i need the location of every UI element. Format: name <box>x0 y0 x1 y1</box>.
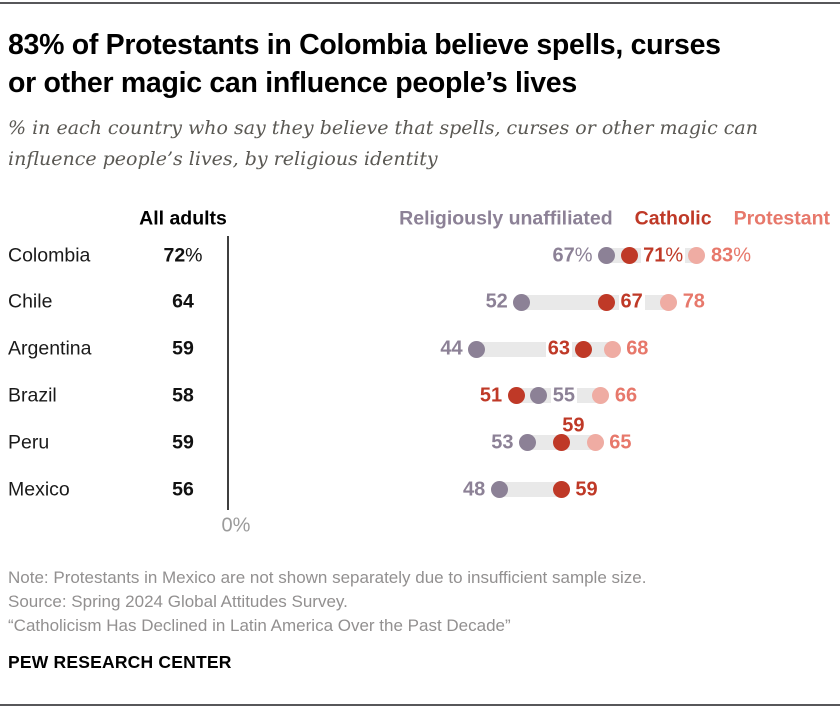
point-label-unaffiliated: 44 <box>438 337 465 360</box>
report-title-text: “Catholicism Has Declined in Latin Ameri… <box>8 616 511 635</box>
source-text: Source: Spring 2024 Global Attitudes Sur… <box>8 592 348 611</box>
dot-catholic <box>507 387 525 405</box>
dot-catholic <box>598 293 616 311</box>
country-label: Brazil <box>8 384 57 407</box>
note-text: Note: Protestants in Mexico are not show… <box>8 568 647 587</box>
dot-catholic <box>620 247 638 264</box>
connector-band <box>468 341 621 357</box>
dot-catholic <box>575 340 593 358</box>
bottom-border <box>0 704 840 706</box>
country-label: Argentina <box>8 337 92 360</box>
point-label-unaffiliated: 67% <box>550 244 595 266</box>
country-label: Peru <box>8 431 50 454</box>
connector-band <box>513 294 678 310</box>
dot-protestant <box>586 434 604 452</box>
all-adults-value: 58 <box>172 384 194 407</box>
all-adults-column-header: All adults <box>139 207 227 230</box>
connector-band <box>490 482 570 497</box>
all-adults-value: 64 <box>172 290 194 313</box>
page-title: 83% of Protestants in Colombia believe s… <box>8 26 836 102</box>
dot-catholic <box>552 481 570 498</box>
country-label: Mexico <box>8 478 70 500</box>
point-label-unaffiliated: 55 <box>550 384 577 407</box>
all-adults-value: 59 <box>172 337 194 360</box>
axis-zero-label: 0% <box>221 514 251 537</box>
dot-protestant <box>688 247 706 264</box>
subtitle-line-2: influence people’s lives, by religious i… <box>8 148 438 170</box>
point-label-catholic: 51 <box>477 384 505 407</box>
dot-protestant <box>592 387 610 405</box>
dot-unaffiliated <box>518 434 536 452</box>
dot-catholic <box>552 434 570 452</box>
chart-subtitle: % in each country who say they believe t… <box>8 113 840 175</box>
zero-axis-line <box>227 236 229 510</box>
country-label: Colombia <box>8 244 91 266</box>
all-adults-value: 72% <box>163 244 203 266</box>
dot-protestant <box>603 340 621 358</box>
legend-item-protestant: Protestant <box>733 207 830 230</box>
point-label-catholic: 63 <box>545 337 572 360</box>
point-label-catholic: 59 <box>562 414 585 437</box>
subtitle-line-1: % in each country who say they believe t… <box>8 117 758 139</box>
point-label-unaffiliated: 48 <box>460 478 488 500</box>
legend-item-catholic: Catholic <box>634 207 712 230</box>
legend-item-unaffiliated: Religiously unaffiliated <box>399 207 613 230</box>
point-label-protestant: 65 <box>607 431 634 454</box>
point-label-catholic: 67 <box>618 290 645 313</box>
point-label-protestant: 68 <box>624 337 651 360</box>
point-label-unaffiliated: 53 <box>489 431 516 454</box>
top-border <box>0 2 840 4</box>
all-adults-value: 56 <box>172 478 194 500</box>
point-label-catholic: 71% <box>641 244 686 266</box>
legend: Religiously unaffiliated Catholic Protes… <box>399 208 830 231</box>
point-label-protestant: 66 <box>612 384 640 407</box>
dot-protestant <box>660 293 678 311</box>
title-line-1: 83% of Protestants in Colombia believe s… <box>8 29 721 61</box>
point-label-protestant: 83% <box>708 244 753 266</box>
point-label-unaffiliated: 52 <box>483 290 510 313</box>
dot-unaffiliated <box>490 481 508 498</box>
title-line-2: or other magic can influence people’s li… <box>8 67 577 99</box>
country-label: Chile <box>8 290 53 313</box>
dot-unaffiliated <box>530 387 548 405</box>
dot-unaffiliated <box>468 340 486 358</box>
all-adults-value: 59 <box>172 431 194 454</box>
pew-research-center-wordmark: PEW RESEARCH CENTER <box>8 652 232 672</box>
point-label-catholic: 59 <box>573 478 600 500</box>
dot-unaffiliated <box>598 247 616 264</box>
dot-unaffiliated <box>513 293 531 311</box>
point-label-protestant: 78 <box>680 290 707 313</box>
